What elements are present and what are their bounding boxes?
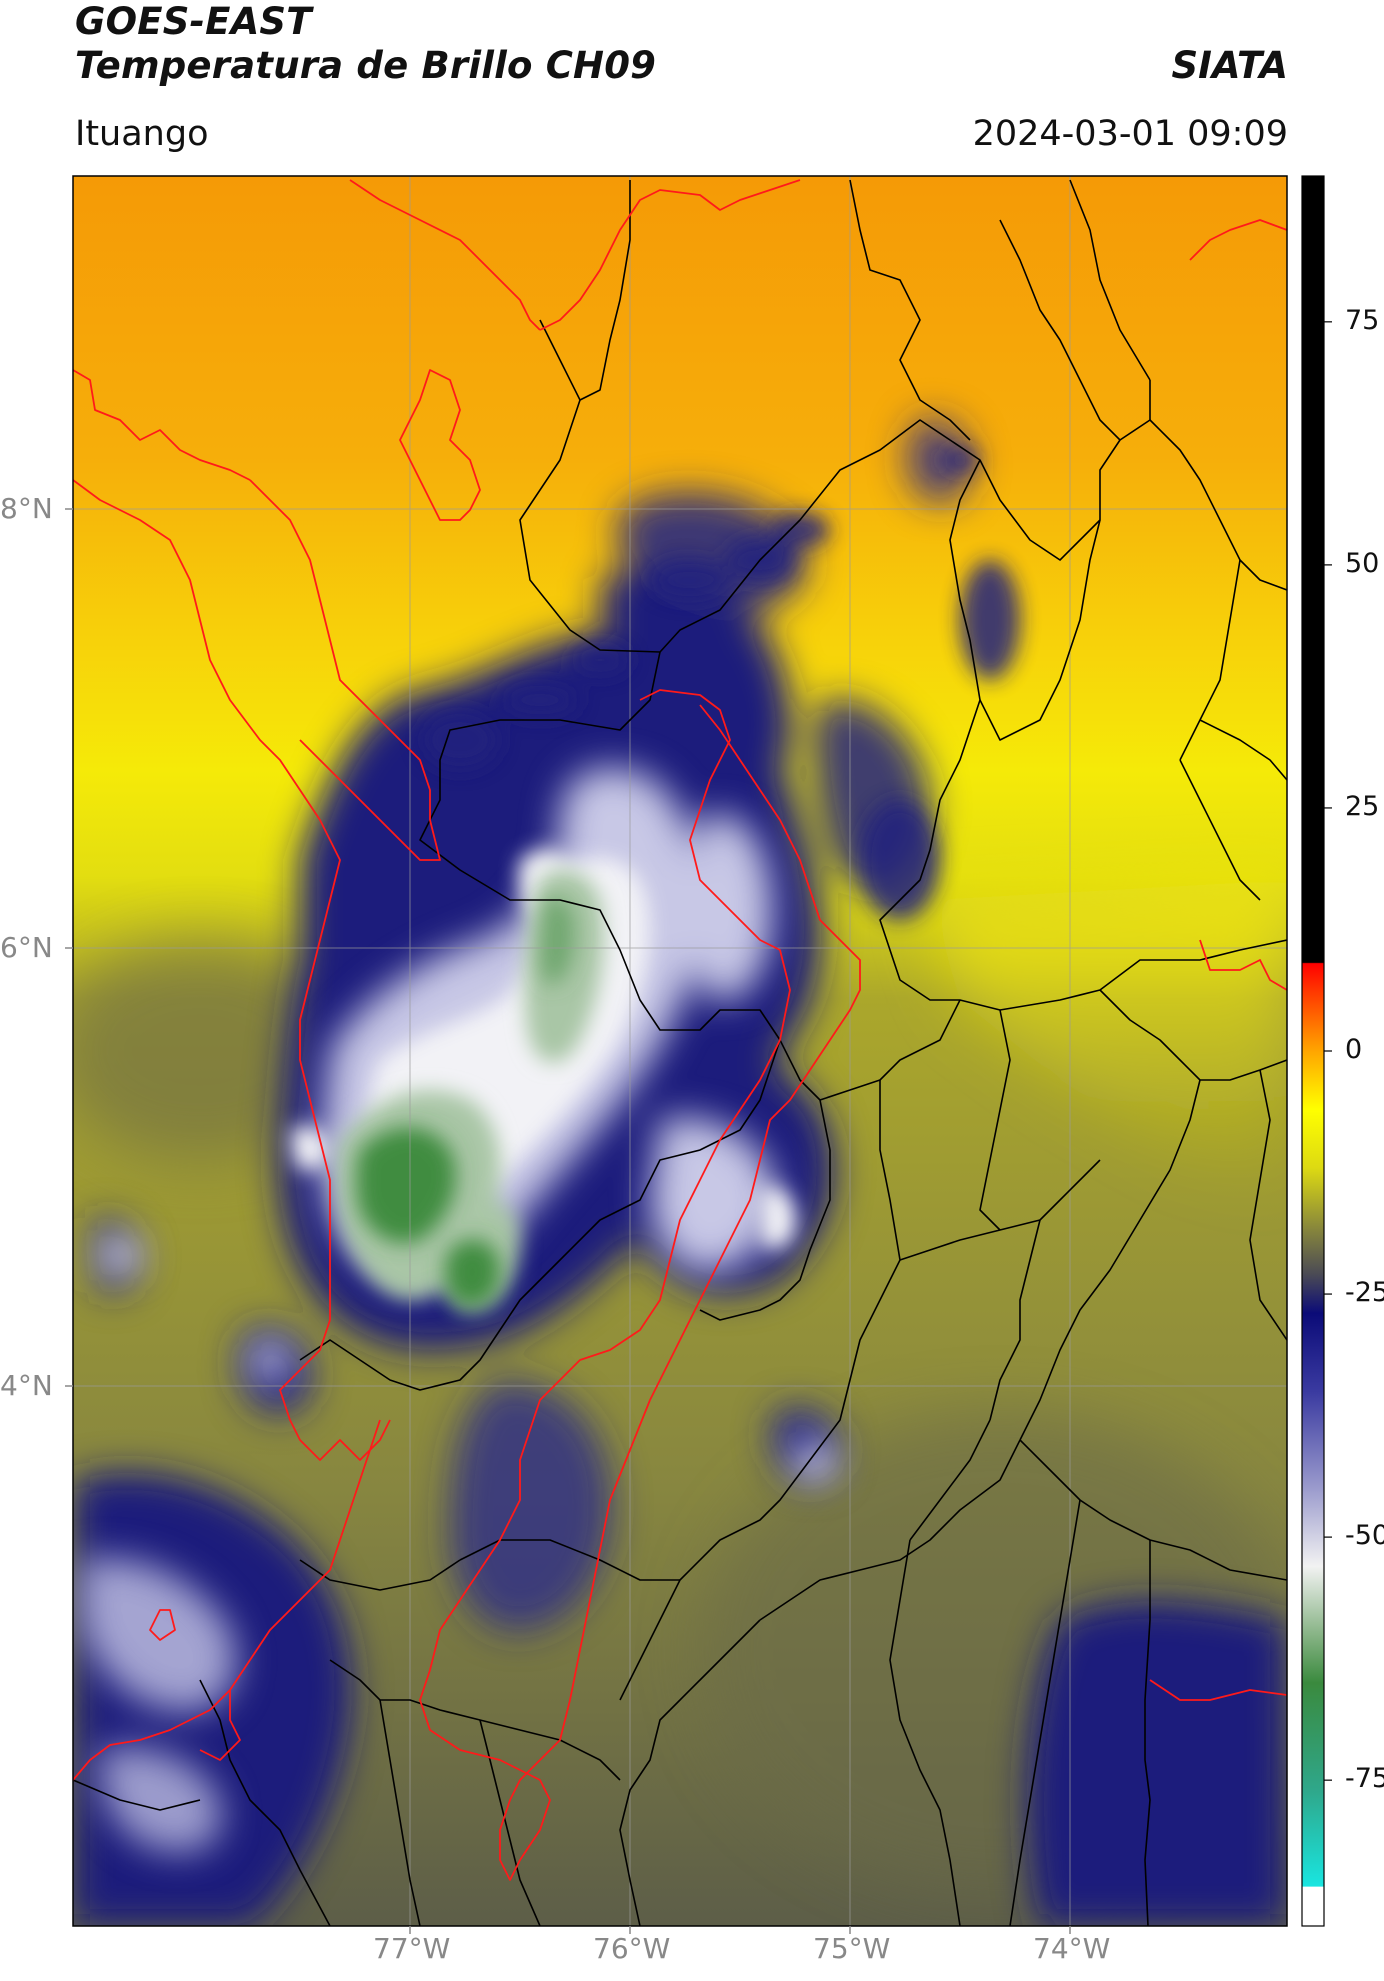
lon-label-75w: 75°W [813, 1932, 891, 1965]
lat-label-6n: 6°N [0, 931, 53, 964]
department-borders [73, 179, 1287, 1926]
colorbar-tick-label: -25 [1345, 1277, 1384, 1309]
colorbar-tick-label: 25 [1345, 790, 1380, 822]
graticule [73, 176, 1287, 1926]
lon-label-76w: 76°W [593, 1932, 671, 1965]
colorbar-tick-label: 75 [1345, 304, 1380, 336]
lat-label-4n: 4°N [0, 1369, 53, 1402]
colorbar-gradient [1302, 176, 1324, 1926]
region-label: Ituango [75, 114, 209, 154]
colorbar [1302, 176, 1324, 1926]
product-title: Temperatura de Brillo CH09 [75, 44, 657, 87]
colorbar-tick-label: -50 [1345, 1520, 1384, 1552]
satellite-title: GOES-EAST [75, 0, 312, 43]
colorbar-tick-label: -75 [1345, 1763, 1384, 1795]
lon-label-77w: 77°W [373, 1932, 451, 1965]
map-frame [72, 175, 1288, 1927]
brightness-field [73, 176, 1287, 1926]
colorbar-tick-label: 0 [1345, 1034, 1363, 1065]
lon-label-74w: 74°W [1033, 1932, 1111, 1965]
datetime-label: 2024-03-01 09:09 [972, 114, 1288, 154]
lat-label-8n: 8°N [0, 492, 53, 525]
org-label: SIATA [1171, 44, 1288, 87]
colorbar-tick-label: 50 [1345, 547, 1380, 579]
country-borders [73, 179, 1287, 1881]
